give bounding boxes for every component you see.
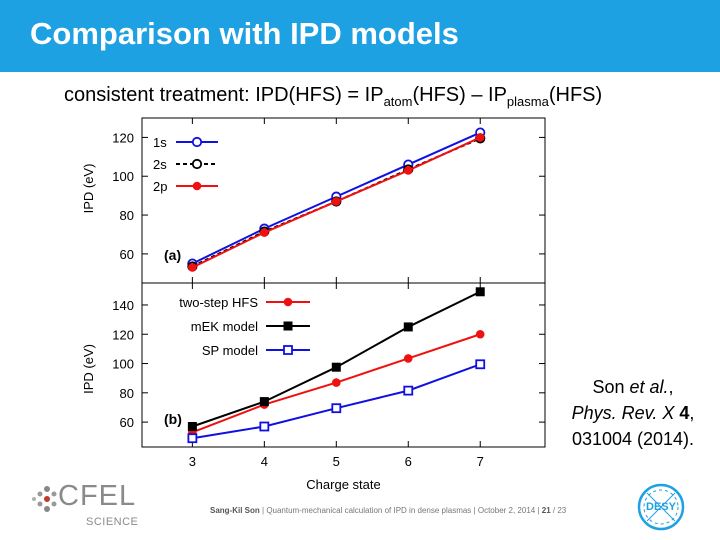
desy-emblem-icon bbox=[637, 483, 685, 531]
citation-author: Son bbox=[592, 377, 630, 397]
panel-b-xlabel: Charge state bbox=[306, 477, 380, 492]
panel-b-data-point bbox=[475, 287, 485, 297]
panel-a-ytick-label: 60 bbox=[120, 247, 134, 262]
cfel-dots-icon bbox=[32, 486, 57, 512]
panel-b-data-point bbox=[259, 421, 270, 432]
panel-b-legend-label: two-step HFS bbox=[179, 295, 258, 310]
desy-wordmark: DESY bbox=[646, 501, 676, 513]
panel-a-ytick-label: 120 bbox=[112, 130, 134, 145]
panel-a-legend-label: 2s bbox=[153, 157, 167, 172]
panel-b-xtick-label: 3 bbox=[189, 454, 196, 469]
panel-b-ytick-label: 60 bbox=[120, 415, 134, 430]
panel-a-label: (a) bbox=[164, 247, 181, 263]
panel-a-data-point bbox=[403, 166, 413, 175]
slide-subtitle: consistent treatment: IPD(HFS) = IPatom(… bbox=[64, 84, 602, 109]
panel-a-legend-marker bbox=[192, 181, 202, 191]
panel-a-data-point bbox=[188, 263, 197, 272]
panel-b-legend-label: mEK model bbox=[191, 319, 258, 334]
citation-line-1: Son et al., bbox=[558, 374, 708, 400]
panel-b-legend-marker bbox=[283, 345, 293, 355]
subtitle-suffix: (HFS) bbox=[548, 84, 603, 106]
panel-a-ytick-label: 80 bbox=[120, 208, 134, 223]
panel-a-data-point bbox=[475, 133, 485, 142]
panel-a-data-point bbox=[332, 197, 341, 206]
cfel-logo: CFEL SCIENCE bbox=[30, 478, 140, 533]
subtitle-sub-plasma: plasma bbox=[506, 94, 549, 109]
footer: Sang-Kil Son | Quantum-mechanical calcul… bbox=[210, 506, 567, 515]
citation-comma-1: , bbox=[668, 377, 674, 397]
panel-b-data-point bbox=[187, 422, 197, 431]
panel-b-data-point bbox=[259, 397, 269, 407]
citation-journal: Phys. Rev. X bbox=[571, 403, 680, 423]
panel-b-data-point bbox=[403, 322, 413, 332]
panel-b-data-point bbox=[403, 354, 413, 363]
panel-b-xtick-label: 6 bbox=[405, 454, 412, 469]
footer-page: 21 bbox=[541, 506, 551, 515]
panel-b-data-point bbox=[331, 403, 342, 414]
panel-b-data-point bbox=[475, 359, 486, 370]
panel-b-data-point bbox=[187, 433, 198, 444]
subtitle-prefix: consistent treatment: IPD(HFS) = IP bbox=[64, 84, 384, 106]
subtitle-mid: (HFS) – IP bbox=[412, 84, 507, 106]
panel-b-series-line bbox=[192, 363, 481, 440]
footer-date: October 2, 2014 bbox=[477, 506, 536, 515]
panel-a-legend-label: 2p bbox=[153, 179, 167, 194]
panel-b-data-point bbox=[331, 362, 341, 372]
panel-a-legend-marker bbox=[191, 136, 203, 148]
cfel-science-label: SCIENCE bbox=[86, 516, 139, 528]
citation-etal: et al. bbox=[629, 377, 669, 397]
panel-b-ytick-label: 80 bbox=[120, 386, 134, 401]
panel-b-legend-marker bbox=[283, 321, 293, 331]
citation: Son et al., Phys. Rev. X 4, 031004 (2014… bbox=[558, 374, 708, 452]
panel-b-ytick-label: 140 bbox=[112, 298, 134, 313]
panel-a-data-point bbox=[260, 228, 269, 237]
citation-comma-2: , bbox=[689, 403, 695, 423]
panel-b-ylabel: IPD (eV) bbox=[81, 344, 96, 394]
footer-author: Sang-Kil Son bbox=[210, 506, 260, 515]
subtitle-sub-atom: atom bbox=[383, 94, 413, 109]
panel-b-data-point bbox=[332, 378, 341, 387]
panel-b-data-point bbox=[403, 385, 414, 396]
title-bar: Comparison with IPD models bbox=[0, 0, 720, 72]
panel-b-legend-label: SP model bbox=[202, 343, 258, 358]
slide-title: Comparison with IPD models bbox=[30, 16, 459, 51]
cfel-wordmark: CFEL bbox=[58, 480, 137, 512]
panel-a-legend-label: 1s bbox=[153, 135, 167, 150]
desy-logo: DESY bbox=[637, 483, 685, 531]
panel-a-ylabel: IPD (eV) bbox=[81, 164, 96, 214]
citation-line-2: Phys. Rev. X 4, bbox=[558, 400, 708, 426]
footer-talk: Quantum-mechanical calculation of IPD in… bbox=[266, 506, 472, 515]
citation-line-3: 031004 (2014). bbox=[571, 429, 695, 449]
panel-a-legend-marker bbox=[191, 158, 203, 170]
panel-b-data-point bbox=[475, 329, 485, 339]
panel-b-legend-marker bbox=[283, 297, 293, 307]
panel-b-ytick-label: 100 bbox=[112, 357, 134, 372]
panel-b-label: (b) bbox=[164, 411, 182, 427]
panel-b-xtick-label: 5 bbox=[333, 454, 340, 469]
panel-b-ytick-label: 120 bbox=[112, 327, 134, 342]
panel-b-xtick-label: 7 bbox=[477, 454, 484, 469]
panel-b-xtick-label: 4 bbox=[261, 454, 268, 469]
footer-total: 23 bbox=[557, 506, 567, 515]
panel-a-ytick-label: 100 bbox=[112, 169, 134, 184]
panel-b-frame bbox=[141, 282, 546, 448]
citation-volume: 4 bbox=[679, 403, 690, 423]
